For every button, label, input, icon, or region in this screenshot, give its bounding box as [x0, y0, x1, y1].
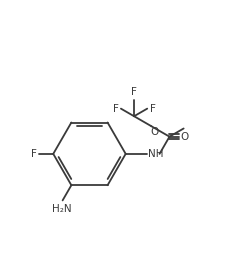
- Text: H₂N: H₂N: [52, 204, 71, 214]
- Text: F: F: [113, 104, 119, 114]
- Text: F: F: [31, 149, 37, 159]
- Text: O: O: [151, 127, 159, 137]
- Text: F: F: [149, 104, 155, 114]
- Text: O: O: [180, 132, 189, 142]
- Text: NH: NH: [148, 149, 163, 159]
- Text: F: F: [131, 87, 137, 97]
